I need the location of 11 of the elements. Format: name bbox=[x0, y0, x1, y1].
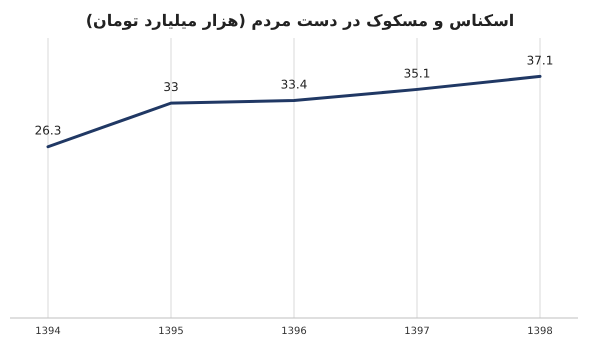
data-label: 33 bbox=[163, 80, 179, 94]
x-tick-label: 1396 bbox=[281, 326, 307, 337]
x-tick-label: 1398 bbox=[527, 326, 553, 337]
chart-title: اسکناس و مسکوک در دست مردم (هزار میلیارد تومان) bbox=[86, 11, 514, 30]
data-label: 26.3 bbox=[34, 124, 62, 138]
data-label: 33.4 bbox=[280, 78, 308, 92]
data-label: 35.1 bbox=[404, 66, 430, 80]
x-tick-label: 1397 bbox=[404, 326, 430, 337]
data-label: 37.1 bbox=[526, 53, 554, 68]
x-tick-label: 1394 bbox=[35, 326, 61, 337]
x-tick-label: 1395 bbox=[158, 326, 184, 337]
